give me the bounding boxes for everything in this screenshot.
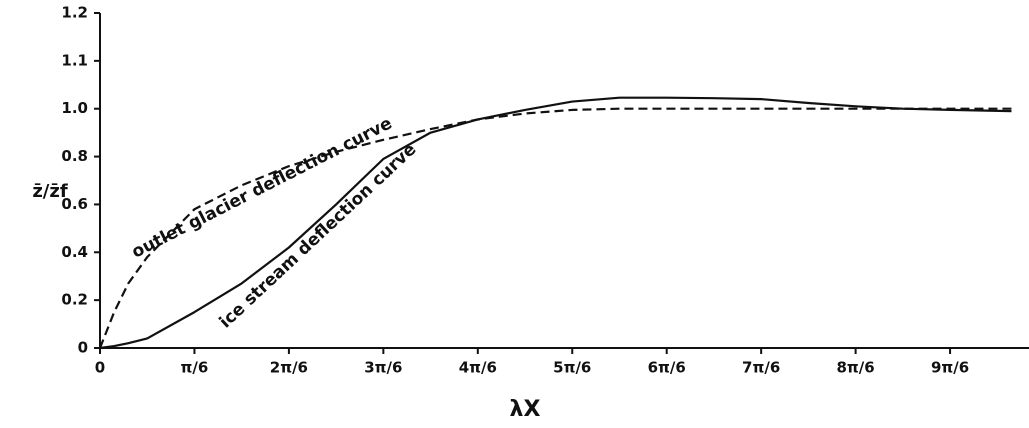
- data-line: [98, 107, 1012, 349]
- x-tick-label: 2π/6: [270, 359, 308, 377]
- x-axis-label: λX: [510, 397, 541, 422]
- y-tick-label: 0.4: [61, 243, 88, 261]
- y-tick-label: 0.8: [61, 147, 88, 165]
- x-tick-label: 6π/6: [648, 359, 686, 377]
- y-axis-label: z̄/z̄f: [32, 181, 68, 202]
- x-tick-label: 3π/6: [364, 359, 402, 377]
- x-tick-label: 8π/6: [837, 359, 875, 377]
- y-tick-label: 0: [78, 339, 88, 357]
- x-tick-label: 7π/6: [742, 359, 780, 377]
- y-tick-label: 0.6: [61, 195, 88, 213]
- x-tick-label: 5π/6: [553, 359, 591, 377]
- x-tick-label: 9π/6: [931, 359, 969, 377]
- y-tick-label: 1.1: [61, 51, 88, 69]
- y-tick-label: 1.0: [61, 99, 88, 117]
- data-line: [99, 96, 1012, 350]
- x-tick-label: 4π/6: [459, 359, 497, 377]
- x-tick-label: π/6: [181, 359, 209, 377]
- y-tick-label: 0.2: [61, 291, 88, 309]
- x-tick-label: 0: [95, 359, 105, 377]
- y-tick-label: 1.2: [61, 4, 88, 22]
